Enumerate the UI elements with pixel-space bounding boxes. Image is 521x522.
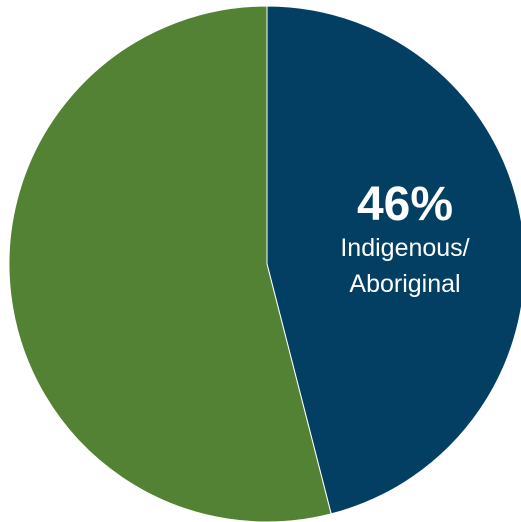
pie-slices — [8, 5, 521, 522]
slice-label-1: 46% Indigenous/Aboriginal — [340, 178, 469, 298]
pie-labels: 46% Indigenous/Aboriginal — [340, 178, 469, 298]
pie-slice-1 — [266, 5, 521, 515]
slice-category-label-line-2: Aboriginal — [349, 270, 460, 298]
slice-category-label-line-1: Indigenous/ — [340, 234, 469, 262]
pie-slice-2 — [8, 5, 332, 522]
slice-percentage-label: 46% — [357, 178, 453, 231]
